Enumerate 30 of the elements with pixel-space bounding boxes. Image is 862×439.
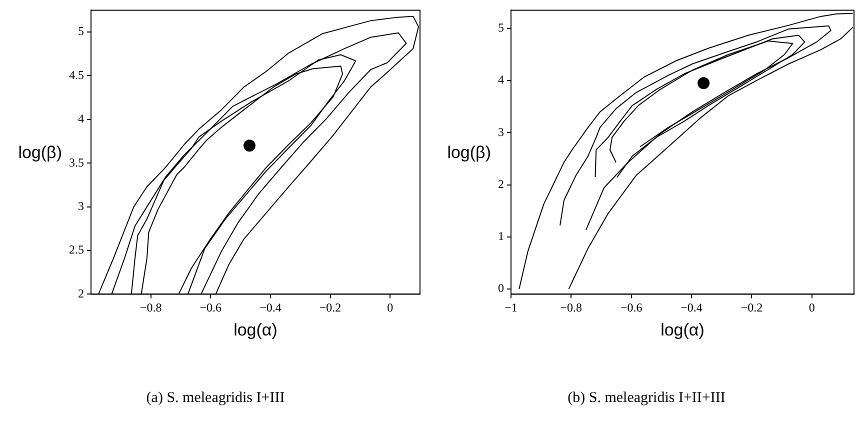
y-tick-label: 3.5 <box>69 155 84 170</box>
y-tick-label: 0 <box>498 281 504 296</box>
y-tick-label: 1 <box>498 229 504 244</box>
y-tick-label: 5 <box>498 20 504 35</box>
x-axis-title: log(α) <box>660 320 704 340</box>
x-tick-label: 0 <box>808 300 815 315</box>
x-tick-label: −0.8 <box>560 300 582 315</box>
y-tick-label: 2.5 <box>69 242 84 257</box>
y-axis-title: log(β) <box>446 142 492 162</box>
x-tick-label: −1 <box>504 300 518 315</box>
x-tick-label: −0.4 <box>260 300 282 315</box>
text: (a) S. meleagridis I+III <box>145 390 286 407</box>
y-tick-label: 3 <box>78 198 84 213</box>
text: (b) S. meleagridis I+II+III <box>566 390 726 407</box>
y-tick-label: 5 <box>78 24 84 38</box>
x-tick-label: −0.2 <box>740 300 763 315</box>
x-tick-label: −0.6 <box>200 300 222 315</box>
x-tick-label: 0 <box>387 300 394 315</box>
y-tick-label: 3 <box>498 124 504 139</box>
y-tick-label: 4 <box>498 72 504 87</box>
y-tick-label: 4.5 <box>69 68 84 82</box>
x-axis-title: log(α) <box>234 320 278 340</box>
x-tick-label: −0.8 <box>140 300 162 315</box>
x-tick-label: −0.4 <box>680 300 702 315</box>
y-tick-label: 2 <box>498 176 504 191</box>
y-tick-label: 2 <box>78 286 84 300</box>
y-tick-label: 4 <box>78 112 84 126</box>
x-tick-label: −0.2 <box>319 300 342 315</box>
x-tick-label: −0.6 <box>620 300 642 315</box>
y-axis-title: log(β) <box>17 142 63 162</box>
